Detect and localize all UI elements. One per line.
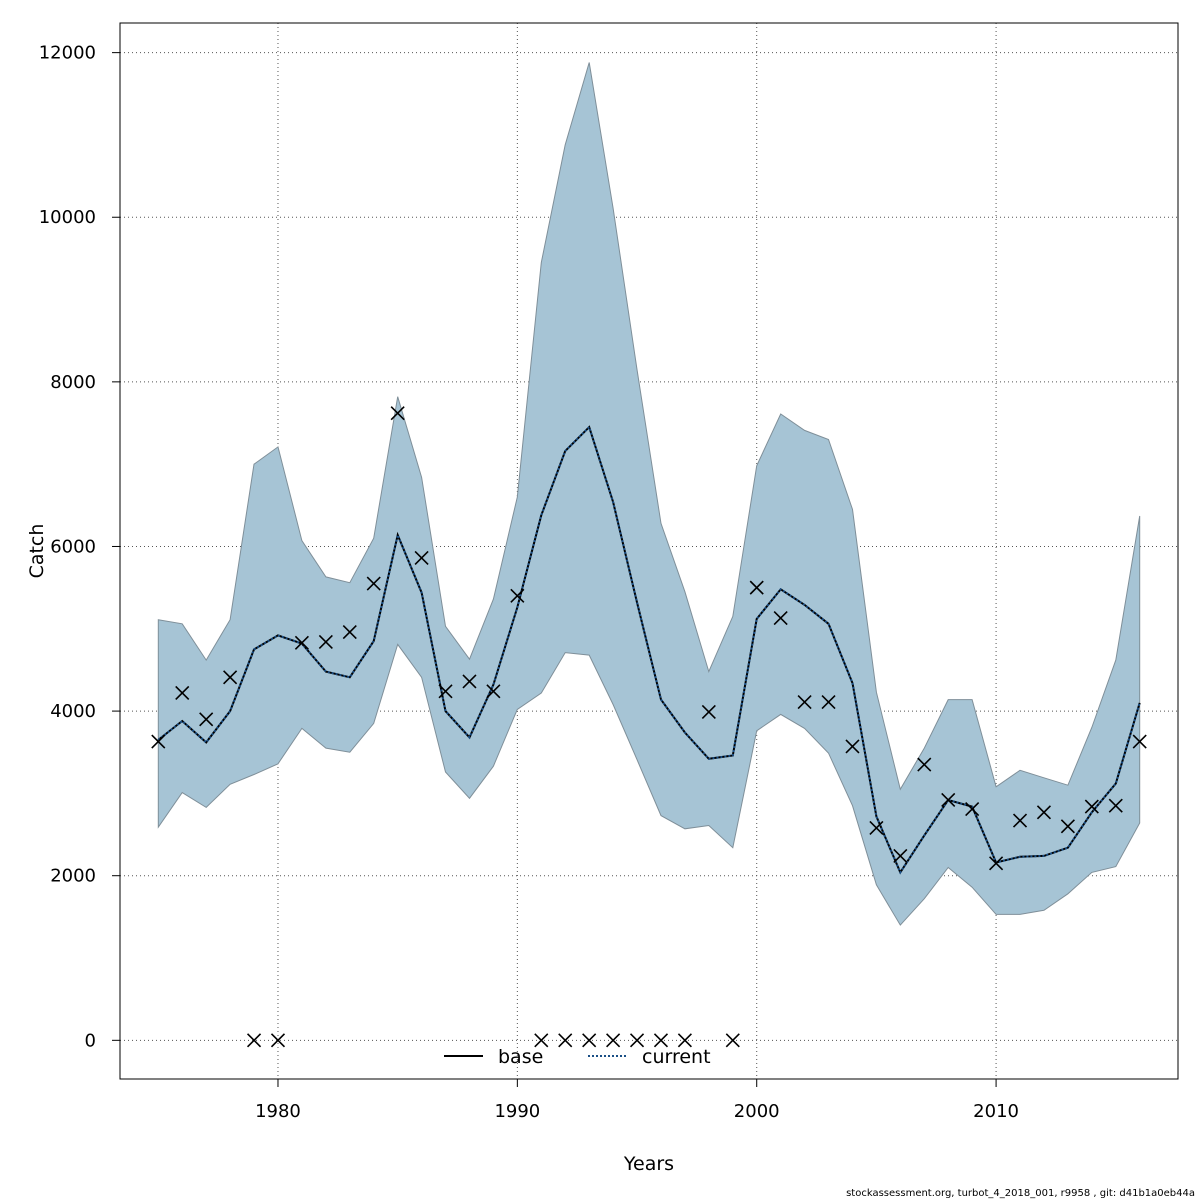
observed-point [1036, 805, 1052, 820]
observed-point [893, 848, 908, 864]
observed-point [749, 580, 764, 595]
observed-point [941, 792, 956, 808]
x-tick-label: 2000 [734, 1101, 780, 1122]
legend-label-base: base [498, 1046, 543, 1068]
y-tick-label: 0 [85, 1030, 96, 1051]
y-axis-title: Catch [26, 524, 48, 579]
observed-point [869, 820, 884, 836]
observed-point [414, 550, 429, 566]
series-line-current [157, 425, 1141, 875]
observed-point [965, 801, 980, 817]
observed-point [366, 576, 381, 591]
observed-point [845, 739, 860, 754]
observed-point [199, 712, 214, 727]
observed-point [270, 1033, 286, 1048]
band-area [157, 62, 1141, 926]
observed-point [1132, 734, 1147, 749]
observed-point [773, 611, 788, 626]
x-tick-label: 1990 [494, 1101, 540, 1122]
observed-point [438, 684, 453, 699]
observed-point [629, 1033, 645, 1048]
observed-point [701, 704, 716, 719]
observed-point [534, 1033, 549, 1048]
observed-point [342, 625, 357, 640]
observed-point [318, 634, 333, 650]
observed-point [151, 734, 166, 749]
observed-point [294, 635, 309, 650]
observed-point [462, 674, 477, 689]
observed-point [606, 1033, 621, 1048]
observed-point [821, 694, 836, 710]
x-tick-label: 1980 [255, 1101, 301, 1122]
observed-point [558, 1033, 573, 1048]
observed-point [1012, 813, 1028, 828]
y-tick-label: 10000 [39, 207, 96, 228]
observed-point [1084, 799, 1099, 814]
y-tick-label: 8000 [50, 372, 96, 393]
observed-point [653, 1033, 669, 1048]
observed-point [917, 757, 932, 772]
observed-points [151, 406, 1147, 1048]
observed-point [486, 684, 501, 699]
observed-point [246, 1033, 262, 1048]
observed-point [510, 588, 525, 603]
observed-point [1060, 819, 1075, 834]
observed-point [989, 856, 1004, 871]
plot-frame [119, 22, 1179, 1080]
legend-label-current: current [642, 1046, 711, 1068]
footer-note: stockassessment.org, turbot_4_2018_001, … [846, 1188, 1195, 1199]
y-tick-label: 6000 [50, 536, 96, 557]
y-axis: 0 2000 4000 6000 8000 10000 12000 [39, 43, 120, 1051]
observed-point [223, 670, 238, 685]
x-tick-label: 2010 [973, 1101, 1019, 1122]
y-tick-label: 4000 [50, 701, 96, 722]
observed-point [677, 1033, 692, 1048]
y-tick-label: 12000 [39, 43, 96, 64]
observed-point [797, 694, 812, 710]
observed-point [1108, 798, 1123, 813]
observed-point [582, 1033, 597, 1048]
series-lines [157, 425, 1141, 875]
x-axis: 1980 1990 2000 2010 [255, 1079, 1019, 1122]
y-tick-label: 2000 [50, 866, 96, 887]
observed-point [390, 406, 405, 421]
x-axis-title: Years [623, 1153, 674, 1175]
observed-point [725, 1033, 740, 1048]
observed-point [175, 685, 190, 701]
legend: base current [444, 1046, 711, 1068]
confidence-band [157, 62, 1141, 926]
